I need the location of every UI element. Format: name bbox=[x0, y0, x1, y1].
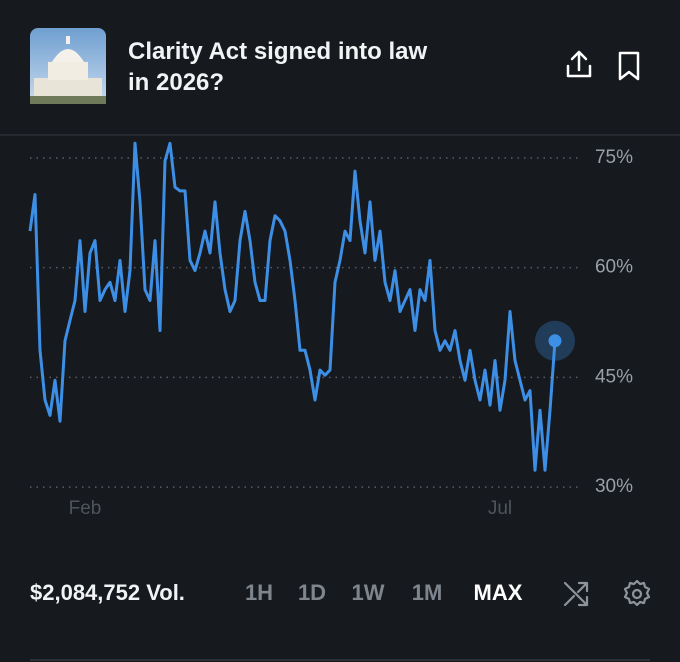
settings-button[interactable] bbox=[623, 579, 651, 607]
current-point bbox=[548, 334, 562, 348]
range-button[interactable]: 1M bbox=[412, 580, 443, 605]
x-tick-label: Jul bbox=[488, 498, 512, 519]
range-button[interactable]: MAX bbox=[474, 580, 523, 605]
range-button[interactable]: 1W bbox=[352, 580, 385, 605]
share-button[interactable] bbox=[566, 50, 592, 78]
shuffle-button[interactable] bbox=[563, 581, 589, 607]
market-image bbox=[30, 28, 106, 104]
market-title: Clarity Act signed into law in 2026? bbox=[128, 38, 428, 96]
y-tick-label: 30% bbox=[595, 476, 633, 497]
bookmark-button[interactable] bbox=[618, 51, 640, 81]
y-tick-label: 45% bbox=[595, 366, 633, 387]
price-line bbox=[28, 141, 557, 472]
range-button[interactable]: 1H bbox=[245, 580, 273, 605]
volume: $2,084,752 Vol. bbox=[30, 580, 185, 605]
range-button[interactable]: 1D bbox=[298, 580, 326, 605]
y-tick-label: 75% bbox=[595, 147, 633, 168]
y-tick-label: 60% bbox=[595, 257, 633, 278]
x-tick-label: Feb bbox=[69, 498, 102, 519]
